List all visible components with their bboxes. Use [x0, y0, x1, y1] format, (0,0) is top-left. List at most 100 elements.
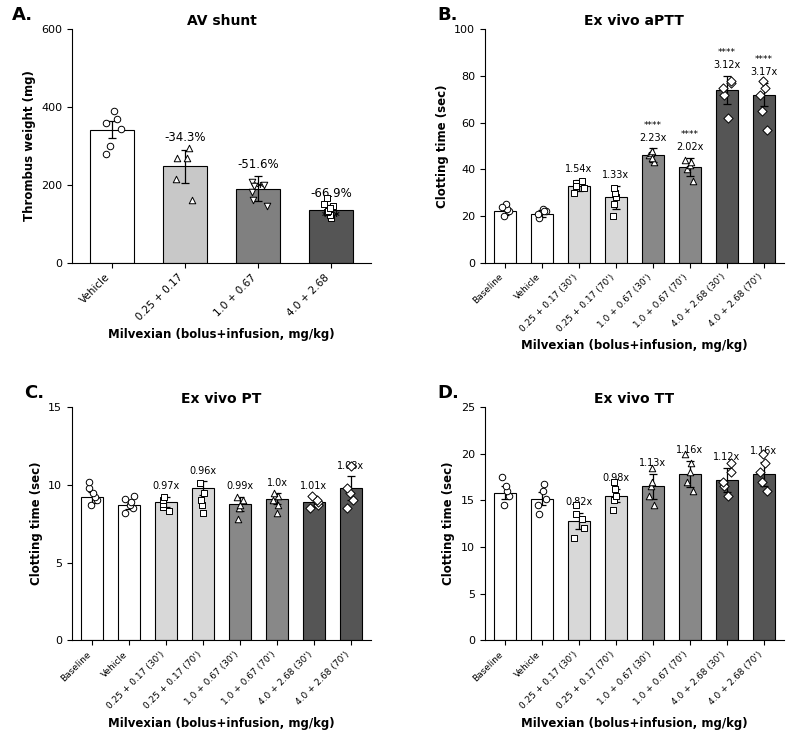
Point [270, 507, 283, 519]
Bar [605, 197, 627, 263]
Point [570, 499, 582, 511]
Text: 0.96x: 0.96x [190, 466, 217, 475]
Point [646, 152, 659, 163]
Point [716, 82, 729, 93]
Point [679, 154, 692, 166]
Point [90, 495, 103, 506]
Text: 1.13x: 1.13x [639, 459, 666, 469]
Text: 3.12x: 3.12x [713, 60, 740, 70]
Point [324, 202, 337, 214]
Point [501, 485, 514, 497]
Bar [642, 155, 664, 263]
Bar [163, 166, 207, 263]
Point [537, 203, 550, 215]
Point [725, 467, 738, 478]
Point [310, 495, 323, 506]
Point [163, 506, 176, 517]
Point [303, 502, 316, 514]
Text: 1.12x: 1.12x [713, 452, 740, 462]
Title: Ex vivo TT: Ex vivo TT [594, 392, 674, 406]
Point [198, 486, 210, 498]
Point [643, 149, 656, 161]
Bar [192, 488, 214, 640]
Text: 0.98x: 0.98x [602, 473, 630, 484]
Bar [531, 498, 553, 640]
Point [759, 457, 772, 469]
Point [246, 176, 258, 188]
Point [157, 498, 170, 509]
Text: -34.3%: -34.3% [164, 131, 206, 144]
Point [246, 186, 258, 198]
Point [103, 140, 116, 152]
Point [322, 205, 335, 217]
Point [577, 182, 590, 194]
Bar [568, 521, 590, 640]
Text: A.: A. [12, 6, 34, 24]
Point [194, 495, 207, 506]
Point [126, 502, 139, 514]
Point [760, 485, 773, 497]
Point [495, 471, 508, 483]
Point [757, 448, 770, 460]
Point [539, 205, 552, 217]
Bar [236, 188, 280, 263]
Point [576, 175, 589, 187]
Bar [678, 474, 701, 640]
Point [326, 200, 339, 212]
Y-axis label: Clotting time (sec): Clotting time (sec) [30, 462, 42, 586]
Point [570, 509, 582, 520]
Bar [229, 503, 251, 640]
Point [606, 504, 619, 516]
Text: 1.0x: 1.0x [266, 478, 287, 487]
Point [684, 157, 697, 169]
Point [683, 467, 696, 478]
Point [182, 142, 195, 154]
Point [114, 123, 127, 135]
Point [681, 163, 694, 175]
Point [647, 157, 660, 169]
Point [755, 105, 768, 117]
Point [647, 499, 660, 511]
Text: ****: **** [718, 49, 736, 57]
Bar [753, 474, 774, 640]
Text: 1.01x: 1.01x [300, 481, 327, 491]
Bar [531, 213, 553, 263]
Text: B.: B. [437, 6, 458, 24]
Point [232, 502, 245, 514]
Point [181, 152, 194, 164]
Point [186, 194, 198, 206]
Point [717, 481, 730, 492]
Text: 0.99x: 0.99x [226, 481, 254, 491]
X-axis label: Milvexian (bolus+infusion, mg/kg): Milvexian (bolus+infusion, mg/kg) [521, 339, 748, 352]
Y-axis label: Thrombus weight (mg): Thrombus weight (mg) [22, 71, 35, 222]
Point [99, 117, 112, 129]
Point [607, 476, 620, 488]
Point [500, 199, 513, 210]
Point [312, 499, 325, 511]
Point [157, 500, 170, 512]
Point [108, 105, 121, 117]
Point [170, 173, 182, 185]
Point [124, 499, 137, 511]
Point [234, 499, 246, 511]
Point [532, 509, 545, 520]
Point [646, 145, 658, 157]
Point [127, 490, 140, 502]
Point [755, 476, 768, 488]
Point [646, 476, 658, 488]
Point [716, 476, 729, 488]
Point [645, 481, 658, 492]
Point [722, 112, 734, 124]
Bar [90, 130, 134, 263]
Point [85, 499, 98, 511]
Bar [340, 488, 362, 640]
Point [643, 490, 656, 502]
Point [609, 484, 622, 495]
Text: 2.02x: 2.02x [676, 142, 703, 152]
Point [495, 201, 508, 213]
Point [503, 490, 516, 502]
Point [759, 82, 772, 93]
Bar [494, 493, 516, 640]
Point [576, 513, 589, 525]
Point [538, 205, 550, 217]
